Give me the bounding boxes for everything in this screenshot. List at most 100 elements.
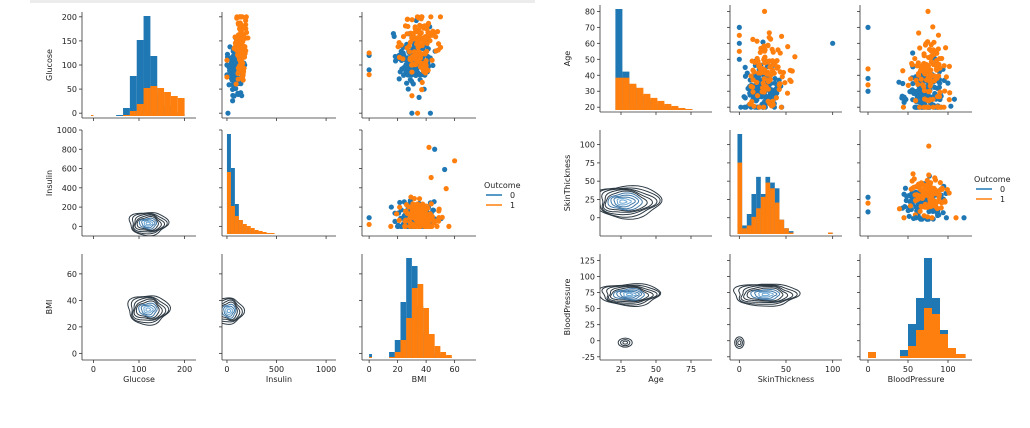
scatter-point-outcome-1 (417, 22, 423, 28)
hist-bar-outcome-1 (916, 330, 924, 358)
hist-bar-outcome-1 (164, 92, 171, 116)
kde-contour (754, 290, 778, 299)
scatter-point-outlier (865, 75, 871, 82)
hist-bar-outcome-1 (242, 224, 247, 234)
scatter-point-outcome-1 (779, 74, 785, 80)
scatter-point-outlier (865, 209, 871, 215)
scatter-point-outcome-1 (435, 47, 441, 53)
hist-bar-outcome-0 (394, 340, 401, 358)
hist-bar-outcome-0 (136, 40, 144, 116)
scatter-point-outcome-1 (409, 209, 415, 215)
scatter-point-outcome-1 (908, 76, 914, 82)
scatter-point-outcome-1 (918, 76, 924, 82)
y-tick-label: 100 (580, 141, 595, 150)
kde-contour (607, 285, 654, 303)
scatter-point-outlier (953, 215, 959, 221)
kde-contour (225, 307, 234, 315)
hist-bar-outcome-1 (924, 308, 932, 358)
hist-bar-outcome-1 (868, 352, 876, 358)
hist-bar-outcome-0 (129, 76, 137, 116)
scatter-point-outcome-1 (755, 70, 762, 76)
y-tick-label: 20 (585, 103, 595, 112)
hist-bar-outcome-1 (434, 346, 441, 358)
scatter-point-outcome-0 (392, 218, 398, 225)
y-tick-label: 200 (62, 203, 77, 212)
scatter-point-outcome-1 (935, 32, 942, 38)
hist-bar-outcome-1 (671, 105, 679, 110)
scatter-point-outcome-0 (903, 197, 909, 204)
scatter-point-outcome-1 (421, 61, 427, 68)
panel-age-vs-bloodpressure (857, 5, 972, 115)
scatter-point-outcome-1 (235, 32, 242, 38)
y-axis-label: Age (563, 51, 572, 67)
scatter-point-outcome-1 (417, 37, 423, 43)
hist-bar-outcome-1 (664, 103, 672, 110)
y-tick-label: 0 (72, 349, 77, 358)
scatter-point-outcome-1 (917, 208, 923, 214)
hist-bar-outcome-1 (956, 354, 966, 358)
scatter-point-outcome-1 (937, 89, 943, 95)
y-tick-label: -25 (582, 353, 595, 362)
kde-contour (613, 196, 636, 208)
scatter-point-outcome-0 (744, 70, 750, 76)
kde-contour (619, 199, 628, 204)
scatter-point-outcome-1 (921, 51, 927, 57)
x-tick-label: 100 (131, 365, 146, 374)
scatter-point-outcome-1 (933, 66, 940, 72)
scatter-point-outlier (761, 8, 768, 14)
scatter-point-outcome-1 (896, 206, 903, 212)
hist-bar-outcome-1 (91, 115, 94, 116)
scatter-point-outcome-1 (750, 89, 756, 95)
scatter-point-outcome-1 (400, 56, 406, 62)
scatter-point-outcome-1 (765, 70, 771, 76)
hist-bar-outcome-0 (746, 214, 752, 234)
scatter-point-outcome-1 (395, 44, 401, 50)
kde-contour (610, 194, 640, 210)
hist-bar-outcome-1 (900, 356, 908, 358)
y-tick-label: 100 (580, 272, 595, 281)
hist-bar-outcome-0 (116, 115, 124, 116)
hist-bar-outcome-0 (143, 16, 151, 116)
scatter-point-outcome-0 (416, 94, 422, 100)
scatter-point-outcome-1 (238, 14, 244, 20)
scatter-point-outcome-1 (396, 39, 402, 46)
scatter-point-outcome-1 (933, 57, 940, 64)
scatter-point-outcome-1 (403, 217, 409, 223)
scatter-point-outcome-1 (396, 217, 402, 223)
x-tick-label: 100 (940, 365, 955, 374)
scatter-point-outlier (865, 88, 871, 94)
y-tick-label: 0 (590, 337, 595, 346)
scatter-point-outcome-1 (434, 29, 441, 35)
scatter-point-outlier (926, 143, 932, 149)
kde-contour (128, 212, 170, 236)
scatter-point-outcome-1 (927, 83, 933, 89)
hist-bar-outcome-1 (446, 355, 452, 358)
panel-bmi-vs-insulin: 0 500 1000 (219, 254, 336, 374)
scatter-point-outlier (943, 215, 950, 221)
scatter-point-outcome-0 (948, 103, 954, 109)
scatter-point-outlier (366, 72, 372, 78)
hist-bar-outcome-1 (756, 208, 761, 234)
scatter-point-outcome-1 (411, 195, 417, 202)
scatter-point-outcome-1 (417, 30, 423, 36)
scatter-point-outcome-1 (235, 76, 241, 82)
kde-contour (222, 297, 246, 325)
kde-contour (140, 304, 156, 316)
scatter-point-outcome-0 (742, 95, 748, 101)
x-tick-label: 50 (651, 365, 661, 374)
scatter-point-outcome-1 (425, 214, 431, 220)
kde-contour (743, 285, 789, 303)
hist-bar-outcome-1 (258, 231, 263, 234)
scatter-point-outcome-1 (912, 55, 918, 62)
legend-title: Outcome (484, 181, 521, 190)
kde-contour (143, 306, 154, 314)
scatter-point-outlier (925, 8, 931, 14)
scatter-point-outcome-1 (410, 203, 416, 209)
hist-bar-outcome-1 (400, 340, 407, 358)
scatter-point-outcome-1 (434, 223, 440, 229)
y-tick-label: 20 (67, 323, 77, 332)
scatter-point-outcome-1 (402, 23, 409, 29)
scatter-point-outcome-0 (772, 75, 778, 82)
scatter-point-outcome-1 (777, 50, 783, 56)
scatter-point-outcome-0 (235, 91, 241, 98)
